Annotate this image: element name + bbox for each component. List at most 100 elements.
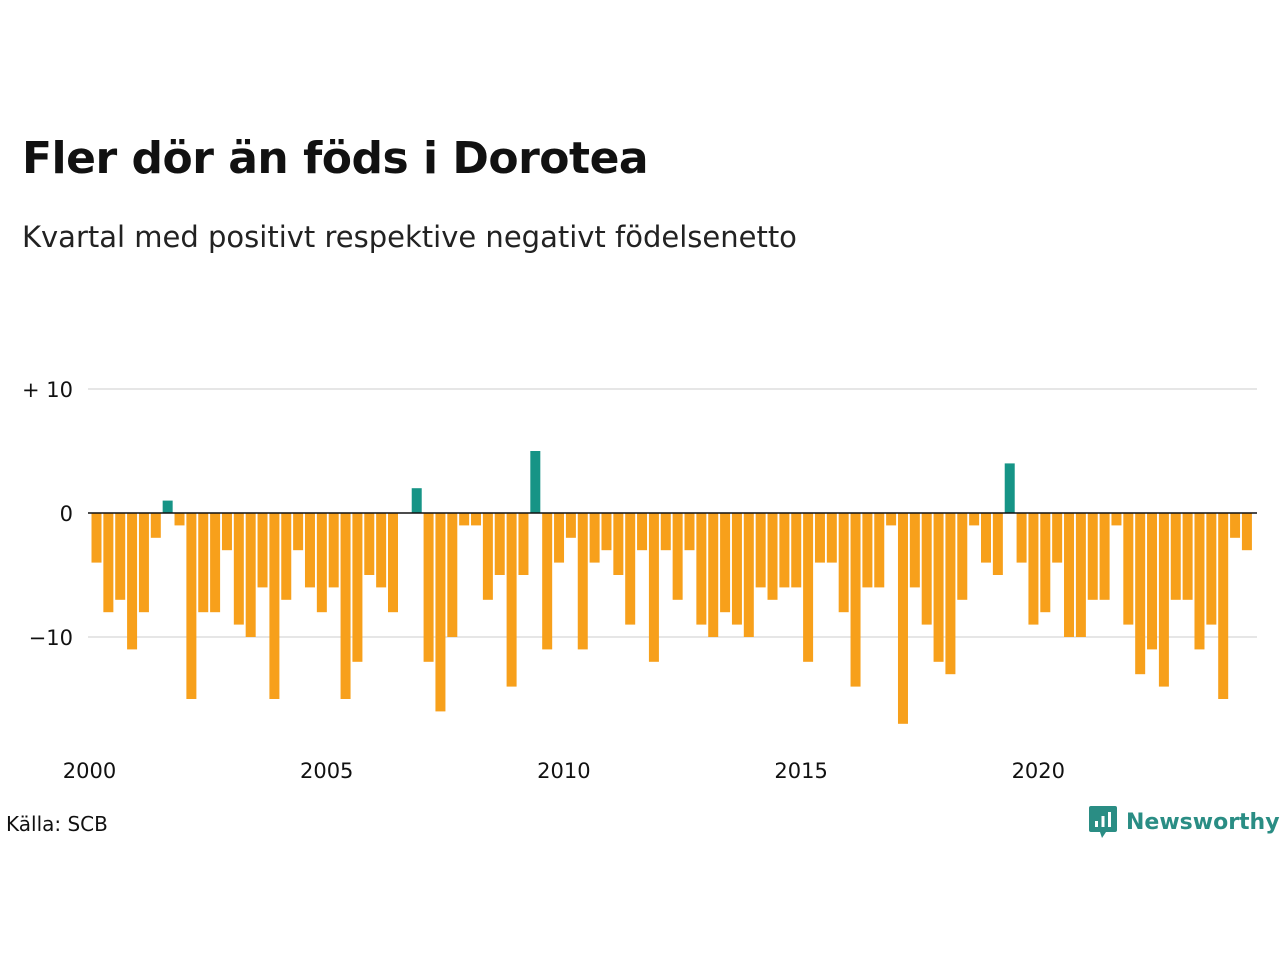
bar-negative xyxy=(743,513,754,637)
bar-negative xyxy=(1194,513,1205,650)
bar-negative xyxy=(1182,513,1193,600)
bar-negative xyxy=(969,513,980,526)
bar-positive xyxy=(530,451,541,513)
bar-positive xyxy=(1004,463,1015,513)
bar-negative xyxy=(862,513,873,588)
bar-negative xyxy=(506,513,517,687)
bar-negative xyxy=(1111,513,1122,526)
bar-negative xyxy=(660,513,671,551)
bar-negative xyxy=(138,513,149,613)
bar-negative xyxy=(672,513,683,600)
bar-negative xyxy=(1075,513,1086,637)
bar-negative xyxy=(577,513,588,650)
bar-negative xyxy=(1206,513,1217,625)
bar-negative xyxy=(933,513,944,662)
bar-negative xyxy=(720,513,731,613)
chart-subtitle: Kvartal med positivt respektive negativt… xyxy=(22,220,797,254)
bar-negative xyxy=(328,513,339,588)
bar-negative xyxy=(992,513,1003,575)
newsworthy-logo[interactable]: Newsworthy xyxy=(1088,804,1280,840)
bar-negative xyxy=(696,513,707,625)
bar-negative xyxy=(103,513,114,613)
bar-negative xyxy=(945,513,956,675)
bar-negative xyxy=(210,513,221,613)
brand-name: Newsworthy xyxy=(1126,809,1280,835)
x-tick-label: 2005 xyxy=(300,759,353,783)
axes: + 10 0 −10 2000 2005 2010 2015 2020 xyxy=(22,378,1257,783)
bar-negative xyxy=(186,513,197,699)
x-tick-label: 2000 xyxy=(63,759,116,783)
bar-negative xyxy=(1040,513,1051,613)
bar-negative xyxy=(542,513,553,650)
bar-negative xyxy=(1064,513,1075,637)
bar-negative xyxy=(364,513,375,575)
bar-negative xyxy=(471,513,482,526)
bar-positive xyxy=(411,488,422,513)
bar-negative xyxy=(1016,513,1027,563)
bar-negative xyxy=(1052,513,1063,563)
y-tick-label: + 10 xyxy=(22,378,73,402)
bar-negative xyxy=(233,513,244,625)
bar-negative xyxy=(1147,513,1158,650)
bar-negative xyxy=(304,513,315,588)
bar-negative xyxy=(150,513,161,538)
bar-negative xyxy=(435,513,446,712)
bar-negative xyxy=(1099,513,1110,600)
bar-negative xyxy=(447,513,458,637)
bar-negative xyxy=(909,513,920,588)
bar-negative xyxy=(957,513,968,600)
bar-negative xyxy=(921,513,932,625)
bar-negative xyxy=(115,513,126,600)
gridlines xyxy=(88,388,1257,638)
bar-negative xyxy=(648,513,659,662)
bar-negative xyxy=(281,513,292,600)
bar-negative xyxy=(352,513,363,662)
bar-negative xyxy=(838,513,849,613)
bar-negative xyxy=(388,513,398,613)
bar-negative xyxy=(1241,513,1252,551)
bar-negative xyxy=(755,513,766,588)
x-tick-label: 2020 xyxy=(1012,759,1065,783)
bar-negative xyxy=(814,513,825,563)
bar-negative xyxy=(613,513,624,575)
bar-negative xyxy=(589,513,600,563)
bar-negative xyxy=(174,513,185,526)
bar-negative xyxy=(850,513,861,687)
bar-negative xyxy=(518,513,529,575)
bar-negative xyxy=(1218,513,1229,699)
chart-title: Fler dör än föds i Dorotea xyxy=(22,133,649,184)
bar-negative xyxy=(1170,513,1181,600)
bar-negative xyxy=(221,513,232,551)
bar-negative xyxy=(1135,513,1146,675)
bar-negative xyxy=(1087,513,1098,600)
bars xyxy=(91,451,1252,724)
source-note: Källa: SCB xyxy=(6,812,108,836)
bar-negative xyxy=(482,513,493,600)
y-tick-label: 0 xyxy=(60,502,73,526)
bar-negative xyxy=(257,513,268,588)
bar-negative xyxy=(1230,513,1241,538)
bar-negative xyxy=(874,513,885,588)
bar-negative xyxy=(340,513,351,699)
bar-positive xyxy=(162,500,173,513)
bar-negative xyxy=(1158,513,1169,687)
bar-negative xyxy=(826,513,837,563)
bar-negative xyxy=(91,513,102,563)
bar-negative xyxy=(293,513,304,551)
chart-speech-bubble-icon xyxy=(1089,806,1117,838)
bar-negative xyxy=(767,513,778,600)
bar-negative xyxy=(127,513,138,650)
bar-negative xyxy=(886,513,897,526)
bar-negative xyxy=(565,513,576,538)
x-tick-label: 2015 xyxy=(774,759,827,783)
bar-negative xyxy=(554,513,565,563)
bar-negative xyxy=(459,513,470,526)
bar-negative xyxy=(779,513,790,588)
x-tick-label: 2010 xyxy=(537,759,590,783)
bar-negative xyxy=(791,513,802,588)
bar-negative xyxy=(981,513,991,563)
bar-negative xyxy=(897,513,908,724)
bar-negative xyxy=(269,513,280,699)
bar-negative xyxy=(625,513,636,625)
